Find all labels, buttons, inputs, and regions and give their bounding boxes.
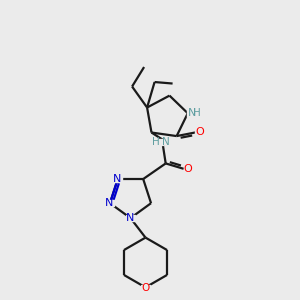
Bar xyxy=(141,285,150,292)
Bar xyxy=(184,166,192,172)
Text: O: O xyxy=(141,283,150,293)
Bar xyxy=(106,200,114,206)
Text: N: N xyxy=(113,174,122,184)
Text: N: N xyxy=(162,137,170,147)
Text: N: N xyxy=(105,198,113,208)
Text: N: N xyxy=(126,213,135,223)
Bar xyxy=(187,110,199,116)
Text: N: N xyxy=(188,108,196,118)
Text: H: H xyxy=(193,108,201,118)
Bar xyxy=(148,139,163,146)
Text: O: O xyxy=(184,164,192,174)
Text: O: O xyxy=(195,128,204,137)
Bar xyxy=(114,176,122,182)
Bar xyxy=(126,215,135,221)
Text: H: H xyxy=(152,137,160,147)
Bar xyxy=(195,129,204,136)
